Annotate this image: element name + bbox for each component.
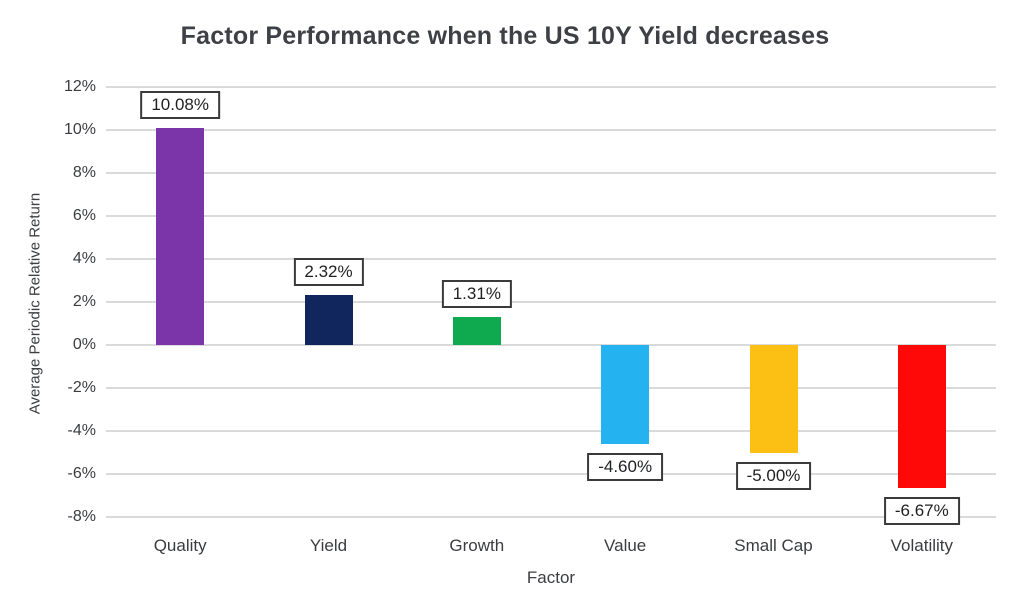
- value-label-yield: 2.32%: [293, 258, 364, 287]
- y-tick-label: 12%: [63, 78, 96, 95]
- gridline--2%: [106, 387, 996, 389]
- x-tick-label-small-cap: Small Cap: [734, 536, 813, 555]
- bar-quality: [156, 128, 205, 345]
- value-label-growth: 1.31%: [441, 279, 512, 308]
- x-tick-label-quality: Quality: [153, 536, 207, 555]
- y-tick-label: 2%: [72, 293, 96, 310]
- x-axis-title: Factor: [526, 568, 576, 587]
- gridline-8%: [106, 172, 996, 174]
- gridline--8%: [106, 516, 996, 518]
- x-tick-label-volatility: Volatility: [890, 536, 954, 555]
- value-label-value: -4.60%: [587, 452, 664, 481]
- y-tick-label: 6%: [72, 207, 96, 224]
- chart-title: Factor Performance when the US 10Y Yield…: [180, 22, 830, 50]
- value-label-quality: 10.08%: [140, 91, 220, 120]
- bar-growth: [452, 316, 501, 345]
- y-tick-label: 4%: [72, 250, 96, 267]
- gridline-2%: [106, 301, 996, 303]
- gridline-12%: [106, 86, 996, 88]
- x-tick-label-yield: Yield: [309, 536, 348, 555]
- y-tick-label: -2%: [67, 379, 96, 396]
- bar-small-cap: [749, 345, 798, 453]
- bar-volatility: [897, 345, 946, 489]
- gridline--6%: [106, 473, 996, 475]
- y-tick-label: 0%: [72, 336, 96, 353]
- y-tick-label: -4%: [67, 422, 96, 439]
- bar-yield: [304, 295, 353, 345]
- value-label-small-cap: -5.00%: [735, 461, 812, 490]
- y-tick-label: -8%: [67, 508, 96, 525]
- gridline-6%: [106, 215, 996, 217]
- x-tick-label-growth: Growth: [449, 536, 505, 555]
- gridline-4%: [106, 258, 996, 260]
- gridline--4%: [106, 430, 996, 432]
- x-tick-label-value: Value: [604, 536, 647, 555]
- y-tick-label: -6%: [67, 465, 96, 482]
- bar-value: [601, 345, 650, 444]
- value-label-volatility: -6.67%: [883, 497, 960, 526]
- y-tick-label: 8%: [72, 164, 96, 181]
- gridline-0%: [106, 344, 996, 346]
- gridline-10%: [106, 129, 996, 131]
- y-tick-label: 10%: [63, 121, 96, 138]
